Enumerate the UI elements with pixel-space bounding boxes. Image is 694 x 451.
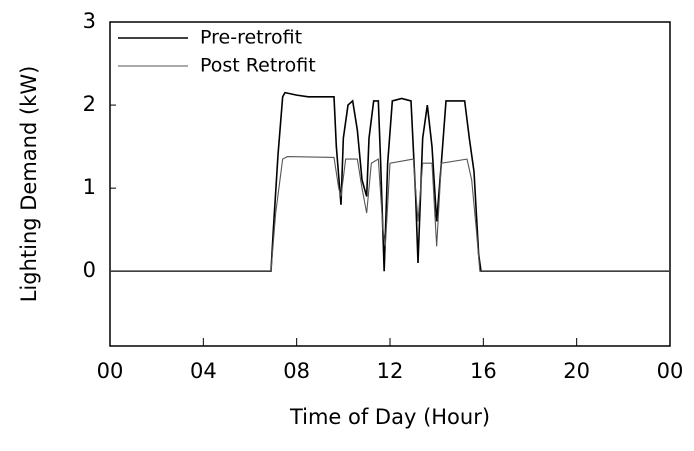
y-axis-title: Lighting Demand (kW) [17, 66, 41, 303]
x-tick-label: 20 [563, 359, 590, 383]
plot-frame [109, 21, 671, 347]
y-tick-label: 1 [83, 175, 96, 199]
series-line [110, 91, 670, 273]
x-tick-label: 16 [470, 359, 497, 383]
series-line [110, 156, 670, 272]
x-tick-label: 00 [97, 359, 124, 383]
x-tick-label: 08 [283, 359, 310, 383]
y-tick-label: 0 [83, 258, 96, 282]
legend-label: Pre-retrofit [200, 27, 302, 49]
x-axis-title: Time of Day (Hour) [289, 405, 490, 429]
x-tick-label: 00 [657, 359, 684, 383]
x-tick-label: 04 [190, 359, 217, 383]
y-tick-label: 2 [83, 92, 96, 116]
x-tick-label: 12 [377, 359, 404, 383]
legend-label: Post Retrofit [200, 55, 316, 77]
y-tick-label: 3 [83, 9, 96, 33]
